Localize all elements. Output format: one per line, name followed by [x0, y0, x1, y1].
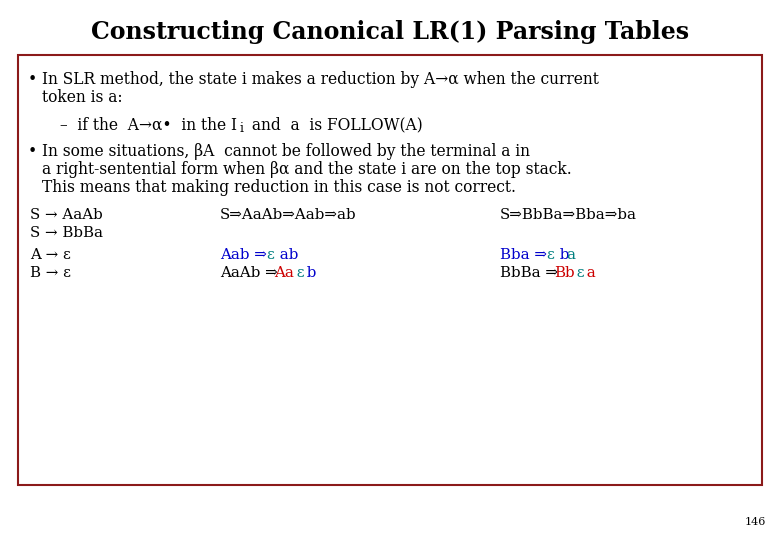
Text: BbBa ⇒: BbBa ⇒ — [500, 266, 562, 280]
FancyBboxPatch shape — [18, 55, 762, 485]
Text: 146: 146 — [744, 517, 766, 527]
Text: In SLR method, the state i makes a reduction by A→α when the current: In SLR method, the state i makes a reduc… — [42, 71, 599, 89]
Text: a: a — [566, 248, 575, 262]
Text: i: i — [240, 123, 244, 136]
Text: a right-sentential form when βα and the state i are on the top stack.: a right-sentential form when βα and the … — [42, 161, 572, 179]
Text: a: a — [582, 266, 596, 280]
Text: S⇒BbBa⇒Bba⇒ba: S⇒BbBa⇒Bba⇒ba — [500, 208, 637, 222]
Text: ε: ε — [292, 266, 305, 280]
Text: ε: ε — [572, 266, 585, 280]
Text: ε: ε — [546, 248, 554, 262]
Text: Bba ⇒: Bba ⇒ — [500, 248, 551, 262]
Text: –  if the  A→α•  in the I: – if the A→α• in the I — [60, 117, 237, 133]
Text: and  a  is FOLLOW(A): and a is FOLLOW(A) — [247, 117, 423, 133]
Text: ε: ε — [266, 248, 274, 262]
Text: b: b — [302, 266, 317, 280]
Text: token is a:: token is a: — [42, 90, 122, 106]
Text: In some situations, βA  cannot be followed by the terminal a in: In some situations, βA cannot be followe… — [42, 144, 530, 160]
Text: Constructing Canonical LR(1) Parsing Tables: Constructing Canonical LR(1) Parsing Tab… — [91, 20, 689, 44]
Text: •: • — [28, 144, 37, 160]
Text: S → AaAb: S → AaAb — [30, 208, 103, 222]
Text: S → BbBa: S → BbBa — [30, 226, 103, 240]
Text: Bb: Bb — [554, 266, 575, 280]
Text: b: b — [555, 248, 569, 262]
Text: S⇒AaAb⇒Aab⇒ab: S⇒AaAb⇒Aab⇒ab — [220, 208, 356, 222]
Text: Aab ⇒: Aab ⇒ — [220, 248, 271, 262]
Text: •: • — [28, 71, 37, 89]
Text: ab: ab — [275, 248, 299, 262]
Text: B → ε: B → ε — [30, 266, 71, 280]
Text: Aa: Aa — [274, 266, 294, 280]
Text: This means that making reduction in this case is not correct.: This means that making reduction in this… — [42, 179, 516, 197]
Text: AaAb ⇒: AaAb ⇒ — [220, 266, 282, 280]
Text: A → ε: A → ε — [30, 248, 71, 262]
